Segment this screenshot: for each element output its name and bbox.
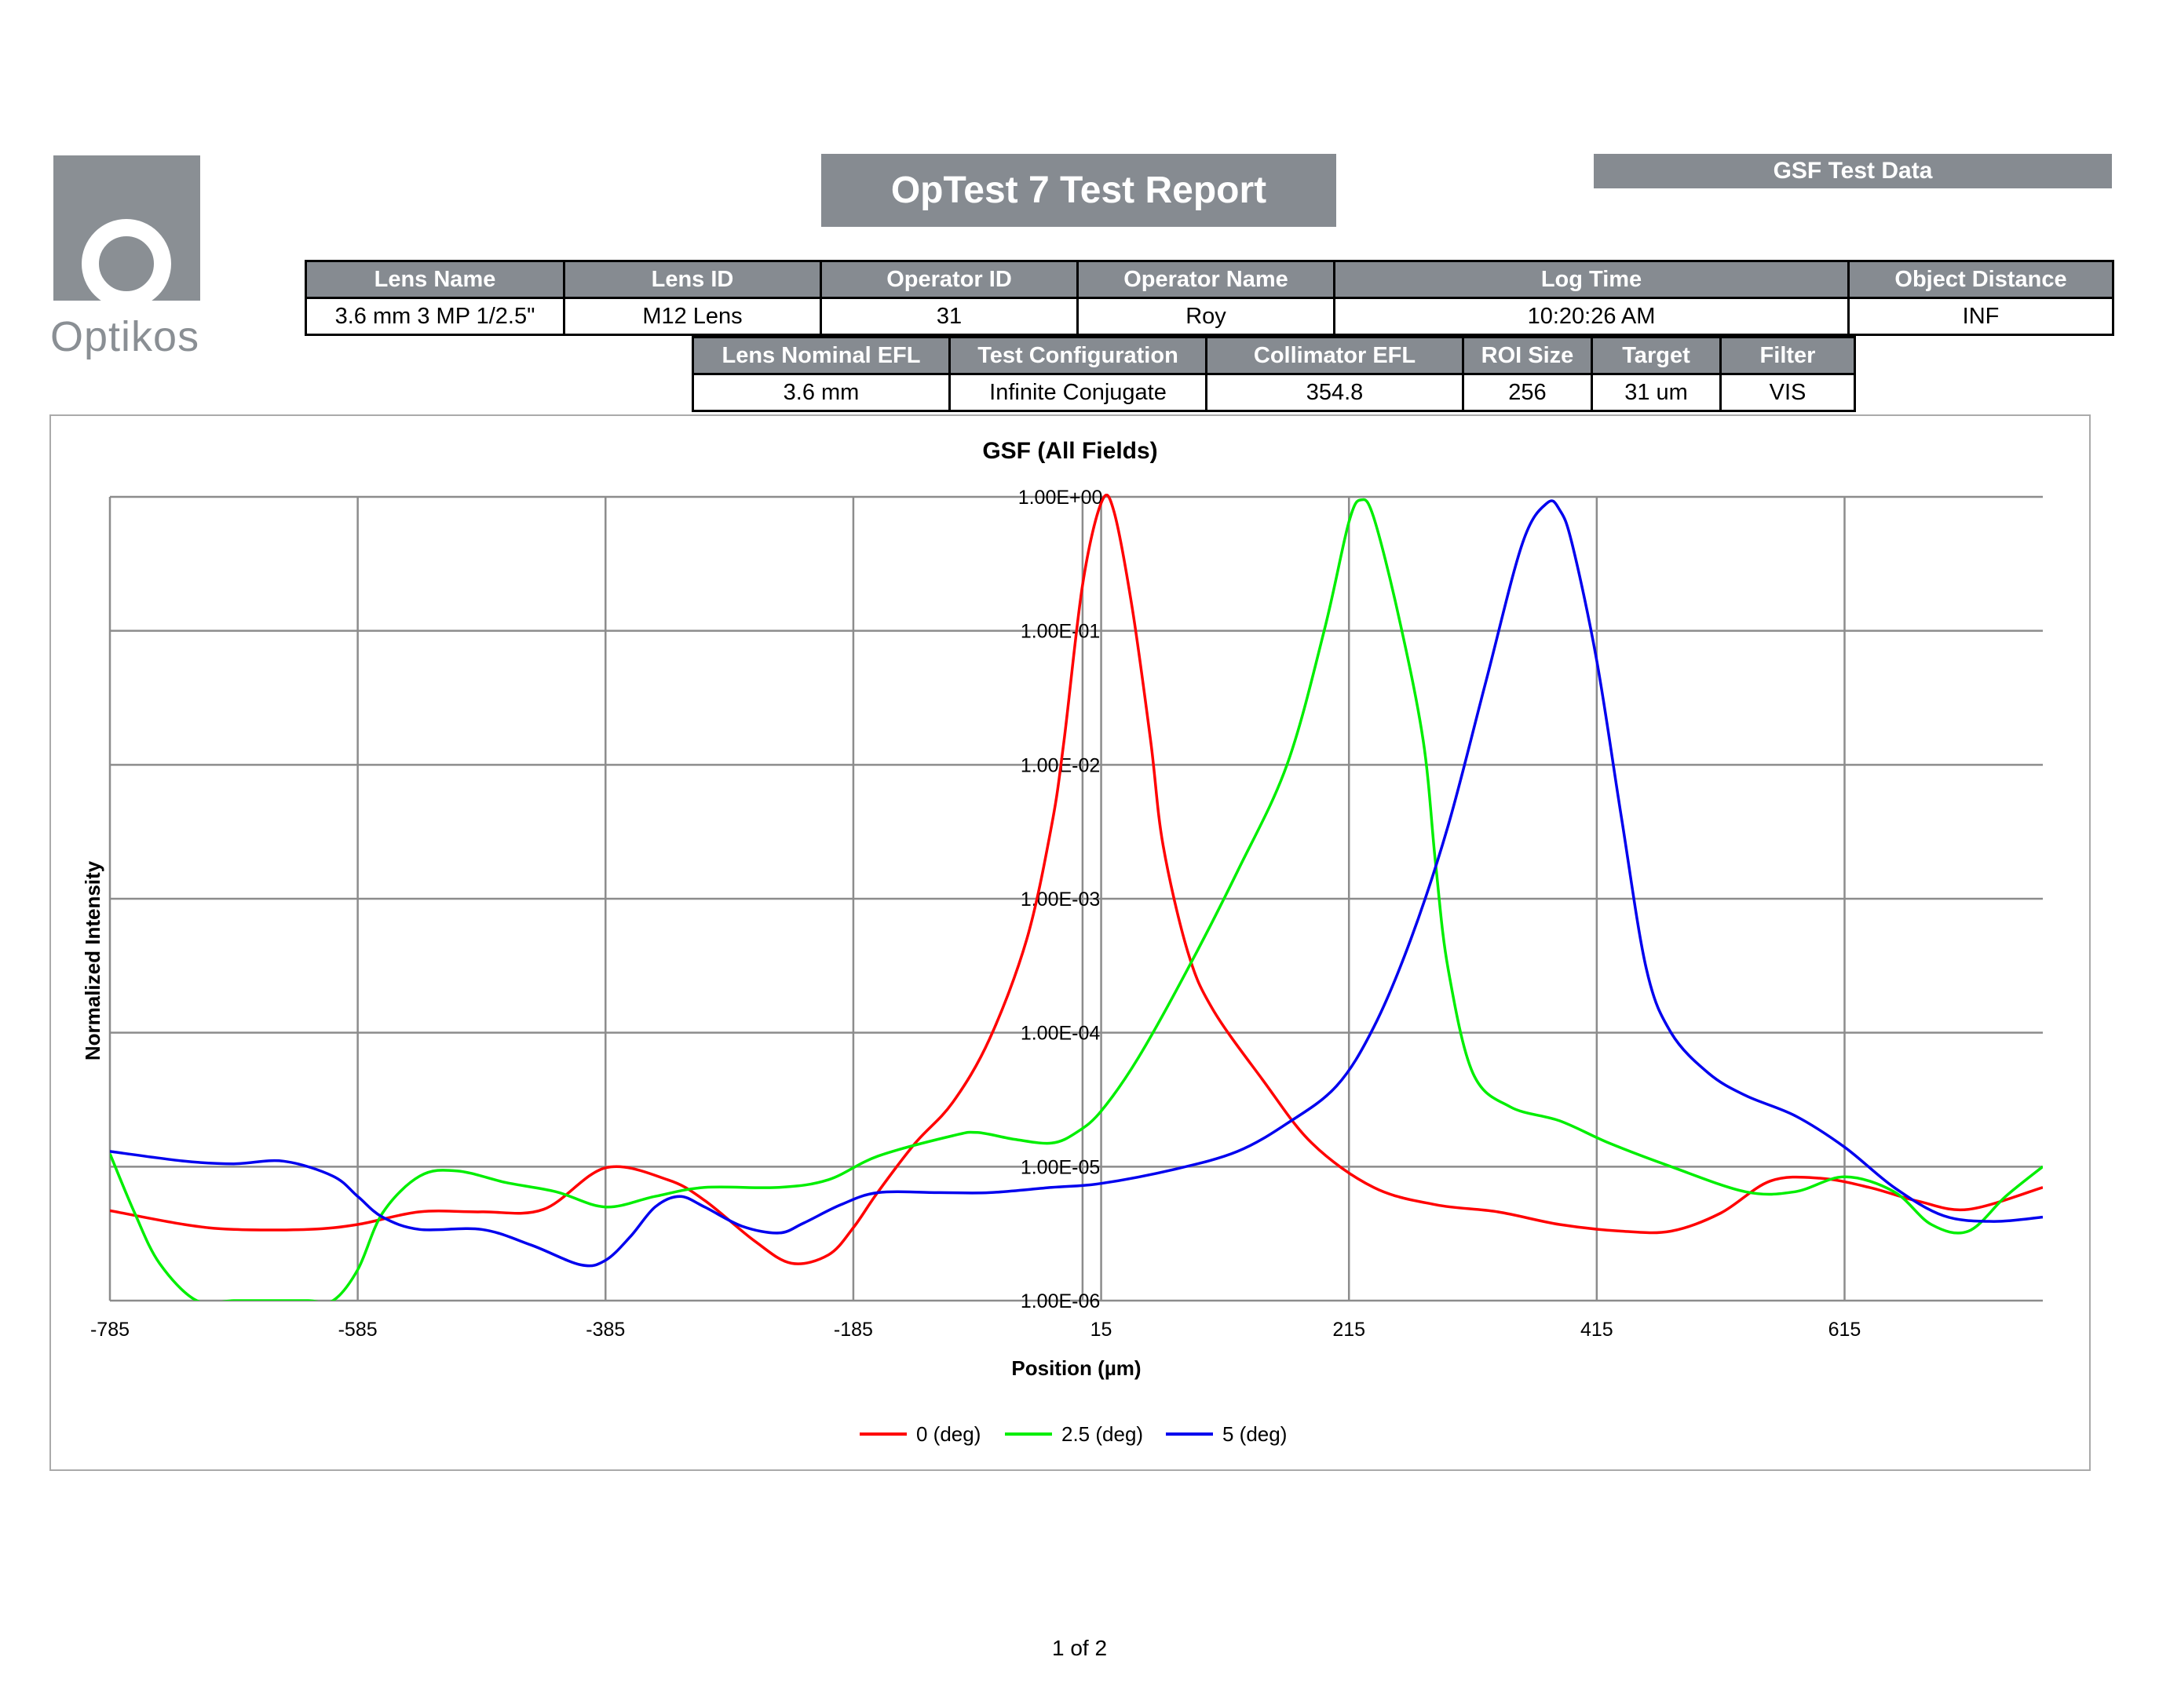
info-table-2-value-row: 3.6 mm Infinite Conjugate 354.8 256 31 u… bbox=[692, 373, 1856, 412]
y-axis-label: Normalized Intensity bbox=[81, 860, 104, 1060]
value-test-configuration: Infinite Conjugate bbox=[948, 373, 1207, 412]
value-log-time: 10:20:26 AM bbox=[1333, 297, 1850, 336]
header-roi-size: ROI Size bbox=[1462, 336, 1593, 375]
value-operator-id: 31 bbox=[820, 297, 1079, 336]
value-object-distance: INF bbox=[1847, 297, 2114, 336]
header-lens-id: Lens ID bbox=[563, 260, 822, 299]
x-tick-label: 615 bbox=[1828, 1319, 1861, 1341]
x-axis-label: Position (µm) bbox=[1011, 1356, 1141, 1380]
page-number: 1 of 2 bbox=[1051, 1636, 1108, 1660]
header-object-distance: Object Distance bbox=[1847, 260, 2114, 299]
legend-label-1: 2.5 (deg) bbox=[1061, 1422, 1143, 1446]
section-label: GSF Test Data bbox=[1594, 154, 2112, 188]
value-target: 31 um bbox=[1591, 373, 1722, 412]
header-filter: Filter bbox=[1719, 336, 1856, 375]
x-tick-label: 215 bbox=[1332, 1319, 1365, 1341]
series-line-0 bbox=[110, 494, 2043, 1265]
y-tick-label: 1.00E-04 bbox=[1021, 1023, 1101, 1045]
tick-layer: 1.00E-061.00E-051.00E-041.00E-031.00E-02… bbox=[90, 487, 1861, 1341]
header-target: Target bbox=[1591, 336, 1722, 375]
optikos-logo-mark bbox=[53, 155, 200, 308]
x-tick-label: -585 bbox=[338, 1319, 378, 1341]
value-lens-id: M12 Lens bbox=[563, 297, 822, 336]
value-filter: VIS bbox=[1719, 373, 1856, 412]
value-collimator-efl: 354.8 bbox=[1205, 373, 1464, 412]
logo-ring-icon bbox=[53, 219, 200, 308]
y-tick-label: 1.00E-06 bbox=[1021, 1290, 1100, 1312]
info-table-1: Lens Name Lens ID Operator ID Operator N… bbox=[305, 260, 2114, 336]
gsf-chart: GSF (All Fields) 1.00E-06 1.00E-05 1.00E-0… bbox=[81, 438, 2043, 1446]
header-operator-id: Operator ID bbox=[820, 260, 1079, 299]
info-table-1-value-row: 3.6 mm 3 MP 1/2.5" M12 Lens 31 Roy 10:20… bbox=[305, 297, 2114, 336]
value-lens-name: 3.6 mm 3 MP 1/2.5" bbox=[305, 297, 565, 336]
optikos-logo-text: Optikos bbox=[50, 313, 200, 360]
y-tick-label: 1.00E+00 bbox=[1018, 487, 1103, 509]
series-line-2 bbox=[110, 499, 2043, 1268]
x-tick-label: 415 bbox=[1580, 1319, 1613, 1341]
x-tick-label: -385 bbox=[586, 1319, 625, 1341]
header-log-time: Log Time bbox=[1333, 260, 1850, 299]
header-lens-nominal-efl: Lens Nominal EFL bbox=[692, 336, 951, 375]
header-lens-name: Lens Name bbox=[305, 260, 565, 299]
value-roi-size: 256 bbox=[1462, 373, 1593, 412]
report-title: OpTest 7 Test Report bbox=[821, 154, 1336, 227]
legend-label-0: 0 (deg) bbox=[916, 1422, 981, 1446]
chart-frame: GSF (All Fields) 1.00E-06 1.00E-05 1.00E-0… bbox=[49, 414, 2091, 1471]
y-tick-label: 1.00E-01 bbox=[1021, 621, 1100, 643]
chart-title: GSF (All Fields) bbox=[982, 438, 1157, 464]
series-layer bbox=[110, 494, 2043, 1301]
value-lens-nominal-efl: 3.6 mm bbox=[692, 373, 951, 412]
info-table-1-header-row: Lens Name Lens ID Operator ID Operator N… bbox=[305, 260, 2114, 299]
x-tick-label: -185 bbox=[834, 1319, 873, 1341]
value-operator-name: Roy bbox=[1076, 297, 1335, 336]
header-test-configuration: Test Configuration bbox=[948, 336, 1207, 375]
header-operator-name: Operator Name bbox=[1076, 260, 1335, 299]
chart-legend: 0 (deg) 2.5 (deg) 5 (deg) bbox=[860, 1422, 1287, 1446]
series-line-1 bbox=[110, 498, 2043, 1301]
y-tick-label: 1.00E-03 bbox=[1021, 889, 1100, 911]
info-table-2-header-row: Lens Nominal EFL Test Configuration Coll… bbox=[692, 336, 1856, 375]
x-tick-label: 15 bbox=[1090, 1319, 1112, 1341]
info-table-2: Lens Nominal EFL Test Configuration Coll… bbox=[692, 336, 1856, 412]
legend-label-2: 5 (deg) bbox=[1222, 1422, 1287, 1446]
x-tick-label: -785 bbox=[90, 1319, 130, 1341]
header-collimator-efl: Collimator EFL bbox=[1205, 336, 1464, 375]
y-tick-label: 1.00E-05 bbox=[1021, 1156, 1100, 1178]
